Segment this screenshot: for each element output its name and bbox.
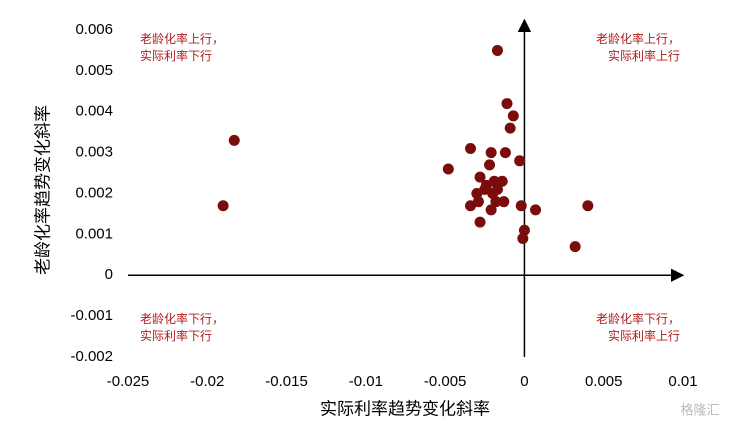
point [485,204,497,216]
point [471,188,483,199]
point [474,216,486,228]
point [514,155,526,167]
annotation: 老龄化率下行， [140,311,224,326]
point [496,175,508,187]
point [499,147,511,159]
y-tick-label: 0 [105,266,113,283]
x-tick-label: -0.025 [107,373,150,390]
watermark: 格隆汇 [680,402,719,417]
annotation: 实际利率下行 [140,328,212,343]
y-tick-label: 0.002 [75,184,113,201]
annotation: 实际利率上行 [608,328,680,343]
y-tick-label: 0.006 [75,21,113,38]
point [474,171,486,183]
point [498,196,510,208]
annotation: 老龄化率下行， [596,311,680,326]
point [485,147,497,159]
point [465,200,477,212]
point [465,143,477,155]
x-tick-label: 0.01 [668,373,697,390]
x-tick-label: -0.01 [349,373,383,390]
y-tick-label: 0.004 [75,103,113,120]
point [217,200,229,212]
point [491,44,503,56]
x-tick-label: 0.005 [585,373,623,390]
point [501,98,513,110]
x-axis-label: 实际利率趋势变化斜率 [320,399,490,418]
annotation: 老龄化率上行， [596,31,680,46]
x-tick-label: -0.02 [190,373,224,390]
annotation: 实际利率下行 [140,48,212,63]
point [442,163,454,175]
point [228,134,240,146]
point [484,159,496,171]
x-tick-label: 0 [520,373,528,390]
point [490,196,502,208]
x-tick-label: -0.005 [424,373,467,390]
y-tick-label: 0.001 [75,225,113,242]
y-tick-label: -0.001 [70,307,113,324]
point [569,241,581,253]
point [515,200,527,212]
point [507,110,519,122]
point [530,204,542,216]
annotation: 老龄化率上行， [140,31,224,46]
point [504,122,516,134]
y-tick-label: 0.003 [75,144,113,161]
annotation: 实际利率上行 [608,48,680,63]
point [491,183,503,195]
x-tick-label: -0.015 [265,373,308,390]
point [518,224,530,236]
y-tick-label: -0.002 [70,348,113,365]
y-axis-label: 老龄化率趋势变化斜率 [33,105,52,275]
point [582,200,594,212]
point [517,232,529,244]
y-tick-label: 0.005 [75,62,113,79]
